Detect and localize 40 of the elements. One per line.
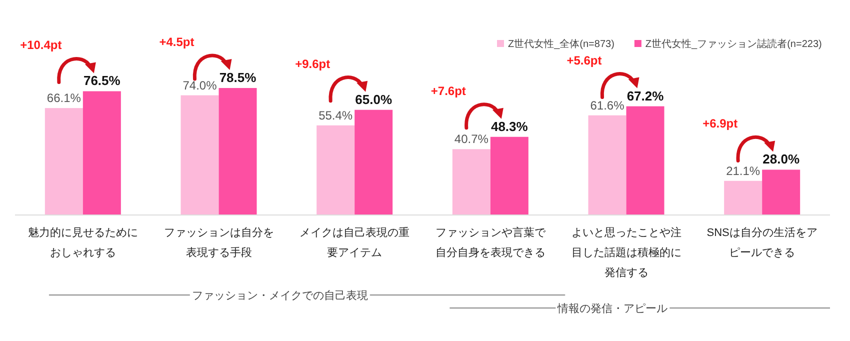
data-label: 28.0% [762,152,800,167]
bar [180,95,219,215]
x-tick-label: ファッションは自分を表現する手段 [164,227,274,259]
data-label: 55.4% [318,108,353,122]
annotation: +7.6pt [430,84,466,98]
data-label: 74.0% [182,78,218,92]
text: +5.6pt [566,53,602,68]
data-label: 21.1% [726,164,760,178]
bar [588,115,626,215]
data-label: 76.5% [83,73,121,88]
x-tick-label: 魅力的に見せるためにおしゃれする [28,226,138,259]
bar [626,106,664,215]
text: 情報の発信・アピール [556,302,668,315]
data-label: 40.7% [454,132,489,146]
bar [354,110,393,215]
legend-label: Z世代女性_ファッション誌読者(n=223) [645,38,822,50]
data-label: 78.5% [219,70,257,85]
text: +4.5pt [159,35,194,49]
data-label: 48.3% [490,118,528,134]
legend-label: Z世代女性_全体(n=873) [508,38,614,50]
x-tick-label: よいと思ったことや注目した話題は積極的に発信する [571,226,682,279]
bar [316,125,355,215]
bar [82,91,121,215]
bar [490,136,528,215]
bar [218,88,257,215]
data-label: 65.0% [355,92,392,107]
annotation: +6.9pt [702,116,738,131]
data-label: 67.2% [626,88,664,104]
bar [724,180,762,215]
bar [452,149,490,215]
x-tick-label: SNSは自分の生活をアピールできる [706,226,818,259]
text: +9.6pt [295,56,330,71]
bar [762,170,800,215]
text: +10.4pt [20,38,62,52]
data-label: 66.1% [46,91,82,106]
x-tick-label: ファッションや言葉で自分自身を表現できる [435,226,546,259]
x-tick-label: メイクは自己表現の重要アイテム [300,226,410,259]
data-label: 61.6% [590,98,625,112]
bar [44,108,83,215]
text: ファッション・メイクでの自己表現 [192,289,368,302]
